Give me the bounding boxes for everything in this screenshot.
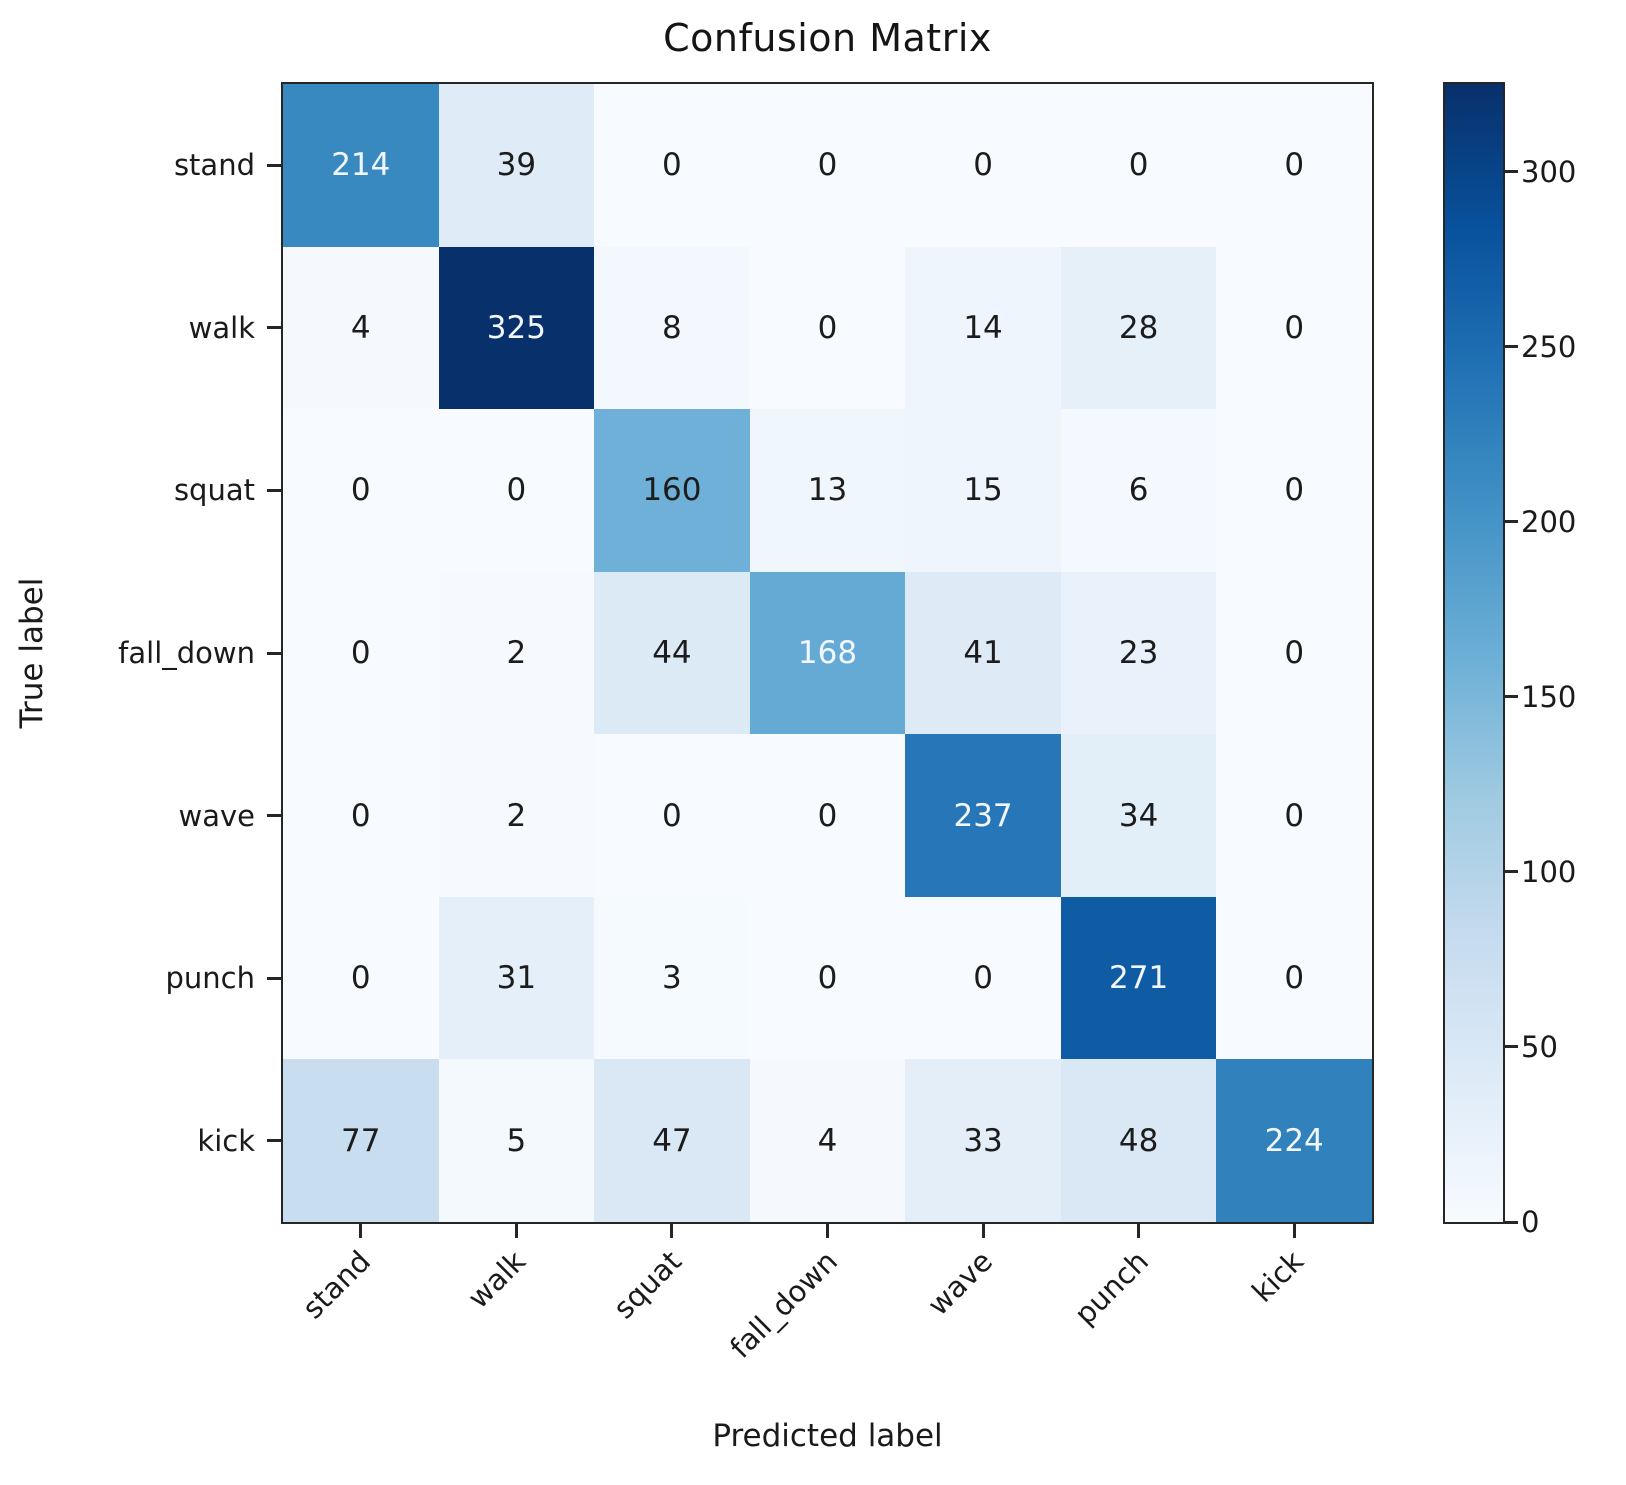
colorbar-tick bbox=[1505, 1045, 1518, 1049]
x-axis-tick bbox=[670, 1224, 674, 1238]
matrix-cell: 325 bbox=[438, 246, 595, 410]
colorbar-tick-label: 200 bbox=[1521, 504, 1577, 539]
matrix-cell: 33 bbox=[905, 1059, 1061, 1222]
colorbar-tick bbox=[1505, 870, 1518, 874]
matrix-cell: 271 bbox=[1060, 896, 1217, 1060]
matrix-cell: 224 bbox=[1216, 1059, 1372, 1222]
matrix-cell: 48 bbox=[1060, 1059, 1217, 1222]
colorbar-tick-label: 250 bbox=[1521, 329, 1577, 364]
x-axis-tick bbox=[826, 1224, 829, 1238]
matrix-cell: 160 bbox=[594, 409, 750, 572]
matrix-cell: 0 bbox=[905, 84, 1061, 247]
matrix-cell: 77 bbox=[283, 1059, 439, 1222]
x-axis-tick bbox=[1137, 1224, 1141, 1238]
matrix-cell: 0 bbox=[749, 84, 906, 247]
x-axis-tick bbox=[981, 1224, 985, 1238]
y-axis-tick bbox=[267, 814, 281, 818]
colorbar-gradient bbox=[1445, 84, 1503, 1222]
matrix-cell: 3 bbox=[594, 896, 750, 1060]
matrix-cell: 31 bbox=[438, 896, 595, 1060]
colorbar-tick-label: 100 bbox=[1521, 854, 1577, 889]
x-axis-label: Predicted label bbox=[712, 1418, 943, 1454]
matrix-cell: 214 bbox=[283, 84, 439, 247]
matrix-cell: 4 bbox=[283, 246, 439, 410]
matrix-cell: 0 bbox=[283, 571, 439, 735]
y-tick-label: stand bbox=[173, 148, 255, 183]
matrix-cell: 237 bbox=[905, 734, 1061, 897]
colorbar-tick-label: 150 bbox=[1521, 679, 1577, 714]
colorbar-tick bbox=[1505, 345, 1518, 349]
matrix-cell: 44 bbox=[594, 571, 750, 735]
colorbar-tick-label: 300 bbox=[1521, 154, 1577, 189]
colorbar-tick bbox=[1505, 520, 1518, 524]
matrix-cell: 0 bbox=[1216, 84, 1372, 247]
matrix-cell: 0 bbox=[283, 734, 439, 897]
colorbar-tick bbox=[1505, 695, 1518, 699]
y-tick-label: kick bbox=[197, 1123, 255, 1158]
matrix-cell: 0 bbox=[1216, 246, 1372, 410]
matrix-cell: 34 bbox=[1060, 734, 1217, 897]
matrix-cell: 41 bbox=[905, 571, 1061, 735]
y-axis-tick bbox=[267, 163, 281, 167]
y-tick-label: punch bbox=[165, 961, 256, 996]
x-axis-tick bbox=[1292, 1224, 1296, 1238]
matrix-cell: 0 bbox=[438, 409, 595, 572]
matrix-cell: 0 bbox=[594, 734, 750, 897]
matrix-cell: 15 bbox=[905, 409, 1061, 572]
x-axis-tick bbox=[514, 1224, 518, 1238]
matrix-cell: 0 bbox=[749, 734, 906, 897]
y-axis-tick bbox=[267, 651, 281, 655]
y-axis-tick bbox=[267, 488, 281, 492]
heatmap-grid: 214 39 0 0 0 0 0 4 325 8 0 14 28 0 0 0 160 13 15 6 0 0 2 44 168 4… bbox=[283, 84, 1372, 1222]
matrix-cell: 0 bbox=[1216, 896, 1372, 1060]
y-tick-label: fall_down bbox=[118, 636, 255, 670]
matrix-cell: 0 bbox=[1216, 409, 1372, 572]
matrix-cell: 0 bbox=[1216, 571, 1372, 735]
matrix-cell: 4 bbox=[749, 1059, 906, 1222]
colorbar-tick-label: 50 bbox=[1521, 1029, 1558, 1064]
colorbar-tick-label: 0 bbox=[1521, 1205, 1540, 1239]
matrix-cell: 13 bbox=[749, 409, 906, 572]
matrix-cell: 0 bbox=[283, 896, 439, 1060]
y-tick-label: squat bbox=[173, 473, 255, 508]
matrix-cell: 14 bbox=[905, 246, 1061, 410]
y-axis-tick bbox=[267, 1139, 281, 1143]
y-tick-label: wave bbox=[178, 798, 256, 833]
matrix-cell: 2 bbox=[438, 571, 595, 735]
matrix-cell: 0 bbox=[749, 896, 906, 1060]
colorbar-tick bbox=[1505, 1220, 1518, 1224]
matrix-cell: 0 bbox=[594, 84, 750, 247]
matrix-cell: 0 bbox=[1216, 734, 1372, 897]
y-axis-tick bbox=[267, 326, 281, 330]
y-axis-tick bbox=[267, 976, 281, 980]
matrix-cell: 168 bbox=[749, 571, 906, 735]
matrix-cell: 5 bbox=[438, 1059, 595, 1222]
matrix-cell: 2 bbox=[438, 734, 595, 897]
matrix-cell: 6 bbox=[1060, 409, 1217, 572]
colorbar-tick bbox=[1505, 170, 1518, 174]
chart-title: Confusion Matrix bbox=[663, 16, 992, 60]
matrix-cell: 23 bbox=[1060, 571, 1217, 735]
matrix-cell: 0 bbox=[1060, 84, 1217, 247]
matrix-cell: 0 bbox=[905, 896, 1061, 1060]
y-axis-label: True label bbox=[14, 577, 50, 729]
matrix-cell: 0 bbox=[283, 409, 439, 572]
matrix-cell: 47 bbox=[594, 1059, 750, 1222]
y-tick-label: walk bbox=[188, 310, 255, 345]
matrix-cell: 28 bbox=[1060, 246, 1217, 410]
matrix-cell: 0 bbox=[749, 246, 906, 410]
matrix-cell: 8 bbox=[594, 246, 750, 410]
matrix-cell: 39 bbox=[438, 84, 595, 247]
x-axis-tick bbox=[359, 1224, 363, 1238]
